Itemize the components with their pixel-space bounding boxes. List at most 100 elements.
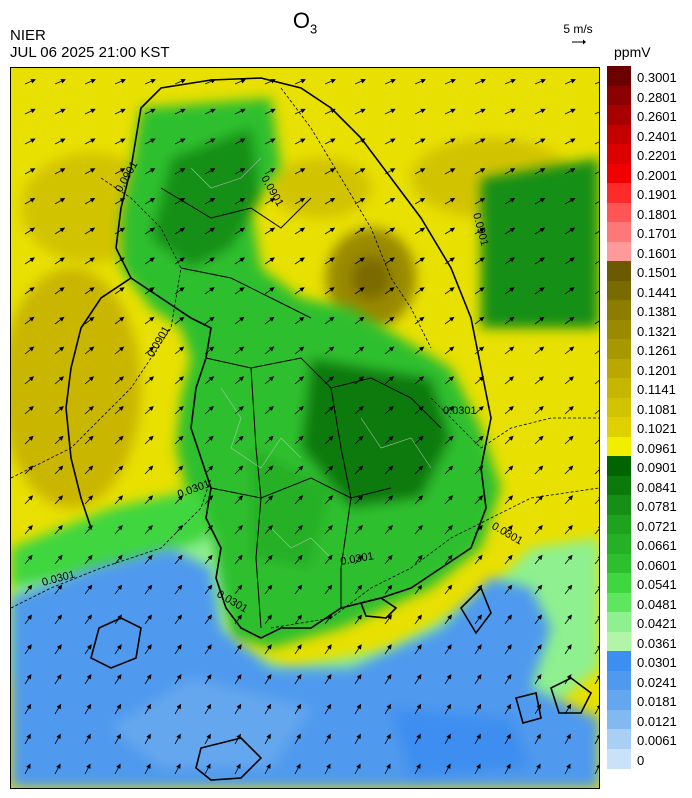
wind-arrow-head — [89, 227, 96, 233]
wind-arrow-head — [176, 763, 181, 769]
wind-arrow-head — [417, 554, 423, 561]
wind-arrow-head — [149, 316, 155, 322]
wind-arrow — [594, 350, 599, 355]
wind-arrow-head — [270, 138, 276, 143]
wind-arrow-head — [119, 168, 126, 173]
wind-arrow-head — [269, 197, 276, 203]
wind-arrow-head — [298, 465, 304, 471]
wind-arrow-head — [146, 673, 152, 680]
wind-arrow-head — [388, 465, 394, 471]
wind-arrow-head — [510, 108, 516, 114]
wind-arrow-head — [240, 138, 246, 143]
legend-swatch — [607, 358, 631, 379]
wind-arrow-head — [179, 257, 185, 263]
wind-arrow-head — [266, 763, 271, 769]
wind-arrow-head — [538, 405, 544, 412]
wind-arrow-head — [148, 405, 154, 412]
legend-label: 0.0721 — [637, 518, 677, 534]
wind-arrow-head — [208, 495, 214, 501]
wind-arrow-head — [269, 257, 275, 263]
wind-arrow-head — [299, 257, 305, 263]
wind-arrow-head — [389, 168, 396, 173]
wind-arrow-head — [596, 675, 599, 679]
legend-label: 0.0541 — [637, 577, 677, 592]
wind-arrow-head — [56, 703, 62, 710]
wind-arrow-head — [536, 733, 541, 740]
legend-swatch — [607, 495, 631, 515]
wind-arrow — [594, 499, 599, 505]
wind-arrow-head — [327, 614, 333, 620]
legend-swatch — [607, 709, 631, 730]
wind-arrow-head — [446, 763, 451, 769]
wind-arrow-head — [597, 556, 599, 559]
wind-arrow-head — [146, 703, 152, 710]
legend-label: 0.1081 — [637, 401, 677, 417]
wind-arrow-head — [207, 525, 213, 531]
wind-arrow-head — [87, 525, 93, 531]
wind-arrow-head — [390, 78, 396, 84]
wind-arrow-head — [59, 316, 65, 322]
wind-arrow-head — [568, 495, 574, 501]
wind-arrow-head — [148, 465, 154, 471]
wind-arrow-head — [149, 197, 156, 203]
wind-arrow-head — [389, 257, 395, 263]
wind-arrow-head — [388, 435, 394, 441]
wind-arrow-head — [56, 673, 62, 680]
wind-arrow-head — [177, 614, 183, 620]
wind-arrow-head — [236, 733, 241, 740]
wind-arrow-head — [146, 733, 151, 740]
wind-arrow-head — [209, 316, 215, 322]
wind-reference-label: 5 m/s — [563, 22, 593, 36]
wind-arrow-head — [56, 644, 62, 650]
wind-arrow-head — [209, 257, 215, 263]
wind-arrow-head — [388, 405, 394, 412]
wind-arrow-head — [300, 108, 306, 114]
wind-arrow-head — [58, 405, 64, 412]
wind-arrow-head — [299, 197, 306, 203]
map-title: O3 — [292, 8, 318, 37]
wind-arrow-head — [416, 673, 422, 680]
wind-arrow-head — [570, 138, 576, 143]
wind-arrow-head — [389, 227, 396, 233]
wind-arrow-head — [89, 287, 95, 292]
wind-arrow-head — [298, 376, 305, 382]
wind-arrow-head — [568, 376, 575, 382]
wind-arrow-head — [206, 644, 212, 650]
wind-arrow-head — [566, 733, 571, 740]
wind-arrow-head — [418, 376, 425, 382]
wind-arrow-head — [120, 138, 126, 143]
wind-arrow-head — [479, 168, 486, 173]
wind-arrow-head — [179, 287, 185, 292]
color-legend: 0.3001 0.2801 0.2601 0.2401 0.2201 0.2001 0.19… — [607, 66, 677, 769]
wind-arrow-head — [359, 168, 366, 173]
wind-arrow — [594, 380, 599, 385]
legend-swatch — [607, 436, 631, 457]
wind-arrow-head — [299, 227, 306, 233]
wind-arrow-head — [117, 614, 123, 620]
wind-arrow-head — [88, 495, 94, 501]
wind-arrow-head — [357, 554, 363, 561]
wind-arrow-head — [566, 763, 571, 769]
wind-arrow-head — [566, 673, 572, 680]
wind-arrow-head — [89, 257, 95, 263]
wind-arrow-head — [176, 733, 181, 740]
wind-arrow-head — [326, 644, 332, 650]
wind-arrow-head — [356, 733, 361, 740]
wind-arrow-head — [60, 78, 66, 84]
legend-swatch — [607, 748, 631, 769]
legend-label: 0.1141 — [637, 382, 676, 397]
wind-arrow-head — [208, 376, 215, 382]
wind-arrow-head — [357, 525, 363, 531]
wind-arrow-head — [208, 405, 214, 412]
wind-vector-field — [24, 78, 599, 775]
wind-arrow-head — [239, 316, 245, 322]
wind-arrow-head — [328, 435, 334, 441]
wind-arrow-head — [508, 495, 514, 501]
wind-arrow-head — [416, 763, 421, 769]
wind-arrow-head — [569, 197, 576, 203]
wind-arrow-head — [597, 615, 599, 619]
wind-arrow-head — [26, 733, 31, 740]
wind-arrow-head — [596, 645, 599, 649]
wind-arrow-head — [418, 405, 424, 412]
datetime-label: JUL 06 2025 21:00 KST — [10, 44, 170, 61]
